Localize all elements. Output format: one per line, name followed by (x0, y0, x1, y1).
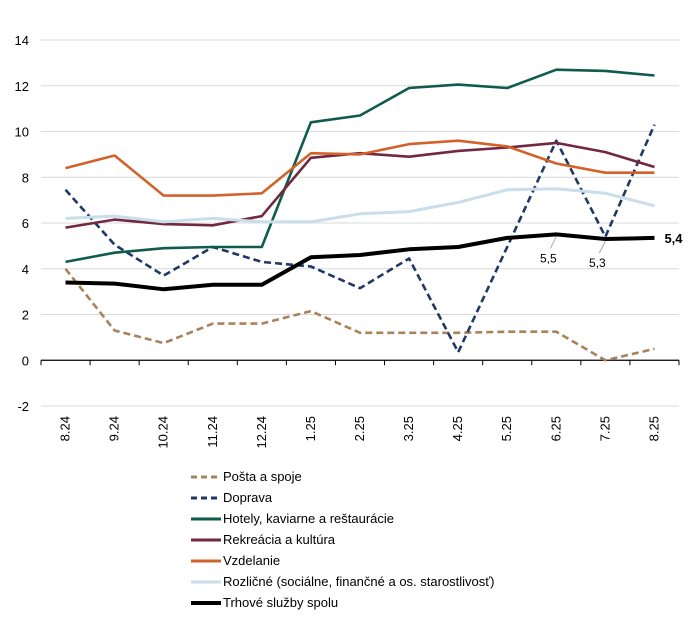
legend-swatch (191, 517, 221, 520)
series-line-hotely-kaviarne-a-restauracie (65, 68, 655, 264)
data-label-last: 5,4 (664, 231, 683, 246)
legend-label: Rekreácia a kultúra (223, 532, 335, 547)
data-label: 5,3 (589, 256, 606, 270)
x-tick-label: 8.25 (646, 416, 661, 441)
legend-swatch (191, 475, 221, 478)
legend-label: Doprava (223, 490, 273, 505)
leader-line (549, 236, 557, 249)
data-labels: 5,5 5,3 5,4 (540, 231, 683, 270)
legend-swatch (191, 600, 221, 605)
y-tick-label: 14 (15, 33, 29, 48)
legend-label: Vzdelanie (223, 553, 281, 568)
legend-swatch (191, 538, 221, 541)
x-tick-label: 5.25 (499, 416, 514, 441)
y-axis-tick-labels: -2 0 2 4 6 8 10 12 14 (15, 33, 29, 414)
x-axis (40, 359, 680, 366)
y-tick-label: 12 (15, 79, 29, 94)
line-chart: -2 0 2 4 6 8 10 12 14 8.24 9.24 10.24 11.24 12.24 1.2… (15, 33, 684, 449)
x-tick-label: 11.24 (205, 416, 220, 448)
x-tick-label: 12.24 (254, 416, 269, 449)
legend-label: Trhové služby spolu (223, 595, 339, 610)
series-line-trhove-sluzby-spolu (65, 232, 655, 292)
series-line-vzdelanie (65, 139, 655, 197)
legend-label: Rozličné (sociálne, finančné a os. staro… (223, 574, 495, 589)
legend-item: Vzdelanie (190, 550, 495, 571)
y-tick-label: -2 (17, 399, 29, 414)
y-tick-label: 10 (15, 125, 29, 140)
series-lines (64, 68, 656, 362)
x-tick-label: 3.25 (401, 416, 416, 441)
legend-item: Trhové služby spolu (190, 592, 495, 613)
legend-swatch (191, 580, 221, 583)
legend-swatch (191, 496, 221, 499)
x-tick-label: 10.24 (156, 416, 171, 449)
x-tick-label: 4.25 (450, 416, 465, 441)
data-label: 5,5 (540, 251, 557, 265)
x-axis-tick-labels: 8.24 9.24 10.24 11.24 12.24 1.25 2.25 3.25 4.25 5… (58, 416, 662, 449)
leader-line (598, 240, 606, 254)
y-tick-label: 6 (22, 216, 29, 231)
series-line-posta-a-spoje (64, 267, 655, 362)
x-tick-label: 6.25 (548, 416, 563, 441)
legend-label: Pošta a spoje (223, 469, 302, 484)
x-tick-label: 8.24 (58, 416, 73, 441)
legend-item: Rozličné (sociálne, finančné a os. staro… (190, 571, 495, 592)
legend: Pošta a spoje Doprava Hotely, kaviarne a r… (190, 466, 495, 613)
series-line-doprava (64, 124, 656, 354)
y-tick-label: 2 (22, 308, 29, 323)
legend-item: Rekreácia a kultúra (190, 529, 495, 550)
x-tick-label: 1.25 (303, 416, 318, 441)
gridlines (41, 39, 679, 407)
series-line-rozlicne-socialne-financne-a-os-starostlivost (65, 187, 655, 224)
legend-item: Pošta a spoje (190, 466, 495, 487)
y-tick-label: 4 (22, 262, 29, 277)
y-tick-label: 0 (22, 353, 29, 368)
legend-swatch (191, 559, 221, 562)
legend-label: Hotely, kaviarne a reštaurácie (223, 511, 395, 526)
legend-item: Doprava (190, 487, 495, 508)
x-tick-label: 2.25 (352, 416, 367, 441)
x-tick-label: 7.25 (597, 416, 612, 441)
y-tick-label: 8 (22, 170, 29, 185)
legend-item: Hotely, kaviarne a reštaurácie (190, 508, 495, 529)
x-tick-label: 9.24 (107, 416, 122, 441)
